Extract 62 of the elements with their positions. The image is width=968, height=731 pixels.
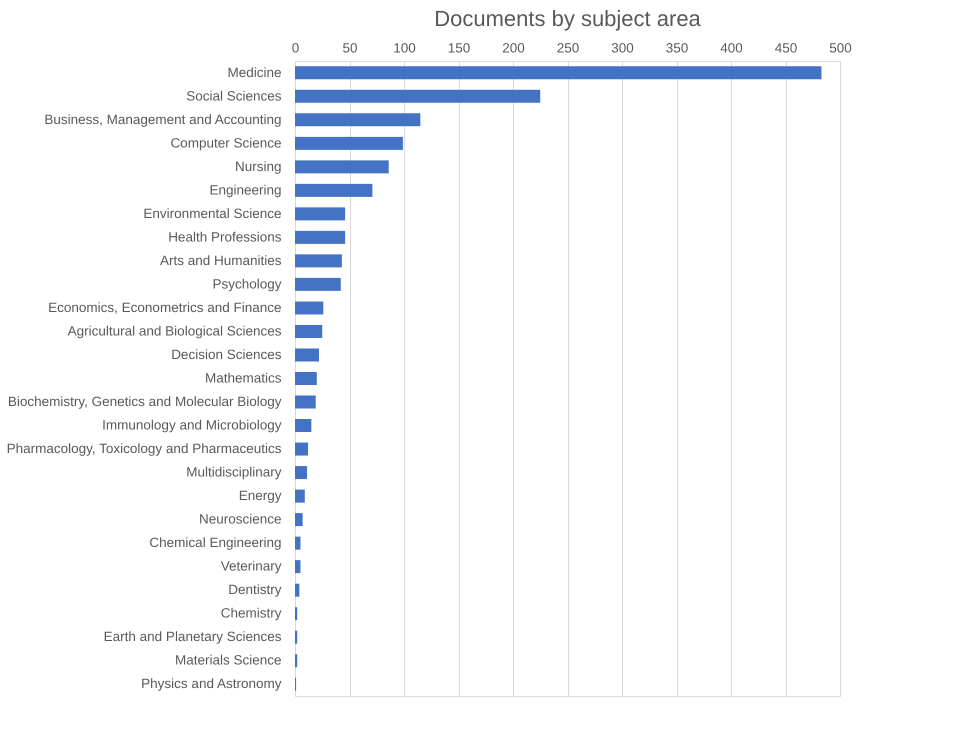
bar xyxy=(295,348,319,362)
y-tick-label: Chemistry xyxy=(220,606,282,621)
y-tick-label: Economics, Econometrics and Finance xyxy=(48,300,282,315)
y-tick-label: Computer Science xyxy=(170,135,282,150)
bar xyxy=(295,442,308,456)
x-tick-label: 300 xyxy=(611,40,634,56)
y-tick-label: Veterinary xyxy=(220,558,282,574)
y-tick-label: Neuroscience xyxy=(198,512,282,527)
bar xyxy=(295,278,341,291)
bar xyxy=(295,396,316,409)
bar xyxy=(295,584,300,597)
y-tick-label: Earth and Planetary Sciences xyxy=(104,629,282,644)
x-tick-label: 450 xyxy=(774,40,798,56)
bar xyxy=(295,230,346,244)
bar xyxy=(295,136,403,150)
y-tick-label: Medicine xyxy=(227,64,282,80)
bar xyxy=(295,113,420,126)
y-tick-label: Psychology xyxy=(212,276,282,292)
y-tick-label: Multidisciplinary xyxy=(186,464,282,480)
x-tick-label: 50 xyxy=(342,40,358,56)
bar xyxy=(295,490,305,503)
y-tick-label: Biochemistry, Genetics and Molecular Biology xyxy=(8,394,282,410)
bar xyxy=(295,513,303,526)
y-tick-label: Business, Management and Accounting xyxy=(44,112,282,127)
bar xyxy=(295,419,312,432)
chart-title: Documents by subject area xyxy=(434,6,702,31)
bar xyxy=(295,254,342,268)
y-tick-label: Dentistry xyxy=(228,582,282,598)
bar xyxy=(295,536,300,550)
y-tick-label: Health Professions xyxy=(168,229,282,244)
y-tick-label: Engineering xyxy=(209,182,282,198)
x-tick-label: 150 xyxy=(448,40,470,56)
x-tick-label: 200 xyxy=(502,40,525,56)
y-tick-label: Environmental Science xyxy=(143,206,282,221)
x-tick-label: 250 xyxy=(556,40,580,56)
x-tick-label: 500 xyxy=(829,40,852,56)
bar xyxy=(295,90,540,103)
y-tick-label: Energy xyxy=(238,488,282,504)
x-tick-label: 100 xyxy=(393,40,416,56)
bar xyxy=(295,372,317,385)
y-tick-label: Arts and Humanities xyxy=(160,252,282,268)
bar xyxy=(295,301,324,314)
x-tick-label: 0 xyxy=(292,40,300,56)
bar xyxy=(295,184,372,197)
bar xyxy=(295,560,300,574)
y-tick-label: Social Sciences xyxy=(186,88,282,104)
y-tick-label: Immunology and Microbiology xyxy=(102,418,282,433)
bar xyxy=(295,207,346,220)
bar xyxy=(295,66,822,80)
y-tick-label: Pharmacology, Toxicology and Pharmaceutics xyxy=(6,441,282,456)
y-tick-label: Materials Science xyxy=(174,652,282,668)
x-tick-label: 350 xyxy=(666,40,688,56)
y-tick-label: Agricultural and Biological Sciences xyxy=(68,323,282,338)
y-tick-label: Mathematics xyxy=(204,370,282,386)
y-tick-label: Physics and Astronomy xyxy=(141,676,282,692)
y-tick-label: Chemical Engineering xyxy=(149,535,282,550)
bar xyxy=(295,466,307,480)
y-tick-label: Decision Sciences xyxy=(171,346,282,362)
x-tick-label: 400 xyxy=(720,40,743,56)
bar xyxy=(295,160,389,174)
y-tick-label: Nursing xyxy=(234,158,282,174)
bar xyxy=(295,324,322,338)
